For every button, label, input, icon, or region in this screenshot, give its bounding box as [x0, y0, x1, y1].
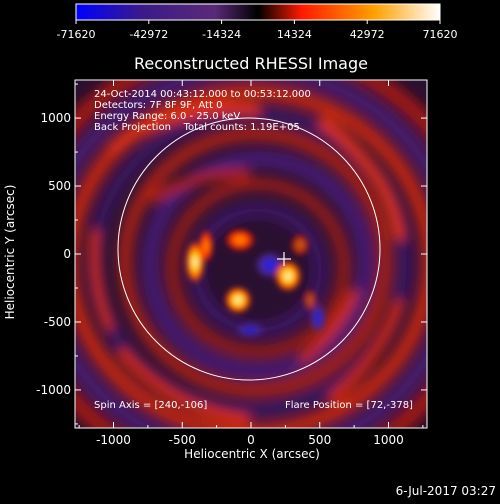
- x-tick-label: -500: [169, 433, 196, 447]
- solar-limb: [117, 117, 381, 381]
- y-axis-label: Heliocentric Y (arcsec): [3, 185, 17, 320]
- colorbar-tick-label: -42972: [129, 28, 168, 41]
- central-sources: [185, 228, 327, 338]
- x-tick-label: -1000: [96, 433, 131, 447]
- footer-date: 6-Jul-2017 03:27: [396, 484, 496, 498]
- y-tick-label: 500: [48, 179, 71, 193]
- colorbar-gradient: [75, 3, 441, 21]
- info-line-time: 24-Oct-2014 00:43:12.000 to 00:53:12.000: [94, 89, 311, 100]
- y-tick-label: -500: [44, 315, 71, 329]
- info-line-detectors: Detectors: 7F 8F 9F, Att 0: [94, 100, 222, 111]
- spin-axis-label: Spin Axis = [240,-106]: [94, 400, 207, 411]
- info-block: 24-Oct-2014 00:43:12.000 to 00:53:12.000…: [94, 89, 311, 133]
- y-tick-label: 0: [63, 247, 71, 261]
- ring-pattern: [75, 80, 427, 428]
- x-tick-label: 500: [308, 433, 331, 447]
- colorbar-tick-label: -71620: [57, 28, 96, 41]
- spin-axis-marker: [277, 252, 291, 266]
- info-line-energy: Energy Range: 6.0 - 25.0 keV: [94, 111, 240, 122]
- y-tick-label: 1000: [40, 111, 71, 125]
- plot-title: Reconstructed RHESSI Image: [134, 54, 368, 73]
- colorbar-tick-label: 14324: [277, 28, 312, 41]
- colorbar-tick-label: 71620: [423, 28, 458, 41]
- x-tick-label: 0: [247, 433, 255, 447]
- x-axis-label: Heliocentric X (arcsec): [184, 447, 320, 461]
- rhessi-image: [75, 80, 427, 428]
- colorbar-tick-label: -14324: [202, 28, 241, 41]
- colorbar: -71620 -42972 -14324 14324 42972 71620: [57, 3, 458, 41]
- flare-position-label: Flare Position = [72,-378]: [285, 400, 413, 411]
- y-tick-label: -1000: [36, 383, 71, 397]
- info-line-method: Back Projection Total counts: 1.19E+05: [94, 122, 300, 133]
- x-tick-label: 1000: [373, 433, 404, 447]
- colorbar-tick-label: 42972: [350, 28, 385, 41]
- plot-axes: -1000 -500 0 500 1000 1000 500 0 -500 -1000: [36, 79, 428, 447]
